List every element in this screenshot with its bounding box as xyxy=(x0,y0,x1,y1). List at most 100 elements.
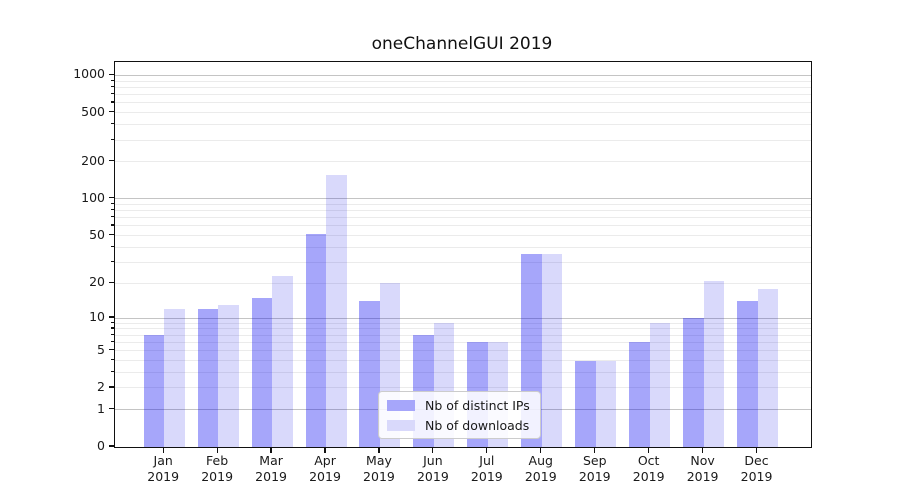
x-tick-label-line: Jan xyxy=(153,453,173,468)
x-tick-label: Jan 2019 xyxy=(123,453,203,485)
bar-downloads xyxy=(326,175,347,447)
gridline-major xyxy=(115,198,811,200)
chart-title: oneChannelGUI 2019 xyxy=(371,34,553,54)
gridline-minor xyxy=(115,261,811,263)
x-tick-label-line: Nov xyxy=(690,453,715,468)
gridline-minor xyxy=(115,139,811,141)
legend-label-downloads: Nb of downloads xyxy=(425,417,530,433)
x-tick-label-line: Dec xyxy=(744,453,769,468)
y-minor-tick-mark xyxy=(111,209,114,211)
bar-distinct-ips xyxy=(737,301,758,447)
x-tick-label: Jul 2019 xyxy=(447,453,527,485)
y-minor-tick-mark xyxy=(111,123,114,125)
gridline-minor xyxy=(115,161,811,163)
x-tick-label: Mar 2019 xyxy=(231,453,311,485)
bar-downloads xyxy=(272,276,293,447)
gridline-minor xyxy=(115,371,811,373)
y-tick-label: 500 xyxy=(81,103,105,119)
y-tick-label: 200 xyxy=(81,152,105,168)
legend-swatch-downloads xyxy=(387,419,415,431)
x-tick-label: Jun 2019 xyxy=(393,453,473,485)
x-tick-label-line: 2019 xyxy=(363,469,395,484)
y-tick-label: 20 xyxy=(89,274,105,290)
x-tick-label-line: Aug xyxy=(528,453,553,468)
y-tick-mark xyxy=(109,281,114,283)
x-tick-label: Feb 2019 xyxy=(177,453,257,485)
y-tick-label: 50 xyxy=(89,226,105,242)
x-tick-mark xyxy=(162,447,164,453)
y-tick-mark xyxy=(109,73,114,76)
bar-downloads xyxy=(757,288,779,447)
gridline-minor xyxy=(115,217,811,219)
y-minor-tick-mark xyxy=(111,85,114,88)
x-tick-mark xyxy=(216,447,218,453)
y-minor-tick-mark xyxy=(111,327,114,329)
bar-downloads xyxy=(218,305,239,447)
gridline-minor xyxy=(115,203,811,205)
legend-item-downloads: Nb of downloads xyxy=(387,417,530,433)
x-tick-label-line: 2019 xyxy=(201,469,234,484)
x-tick-label-line: Apr xyxy=(314,453,336,468)
x-tick-label: May 2019 xyxy=(339,453,419,485)
gridline-minor xyxy=(115,334,811,336)
x-tick-label: Sep 2019 xyxy=(555,453,635,485)
gridline-minor xyxy=(115,94,811,96)
gridline-minor xyxy=(115,86,811,88)
y-minor-tick-mark xyxy=(111,79,114,81)
y-tick-label: 1000 xyxy=(73,66,105,82)
y-minor-tick-mark xyxy=(111,216,114,218)
y-tick-label: 100 xyxy=(81,189,105,205)
y-tick-mark xyxy=(109,349,114,351)
bar-distinct-ips xyxy=(143,335,165,447)
y-minor-tick-mark xyxy=(111,260,114,263)
y-tick-label: 10 xyxy=(89,309,105,325)
gridline-minor xyxy=(115,350,811,352)
x-tick-label-line: 2019 xyxy=(416,469,449,484)
y-minor-tick-mark xyxy=(111,245,114,247)
x-tick-mark xyxy=(540,447,542,453)
x-tick-mark xyxy=(432,447,434,453)
gridline-minor xyxy=(115,328,811,330)
x-tick-label-line: Jun xyxy=(423,453,443,468)
gridline-minor xyxy=(115,80,811,82)
bar-distinct-ips xyxy=(683,318,704,447)
bar-downloads xyxy=(164,309,185,447)
x-tick-label: Dec 2019 xyxy=(717,453,797,485)
x-tick-label-line: 2019 xyxy=(632,469,665,484)
x-tick-label-line: Oct xyxy=(637,453,660,468)
x-tick-label-line: Mar xyxy=(259,453,283,468)
legend: Nb of distinct IPs Nb of downloads xyxy=(378,391,541,439)
legend-item-distinct-ips: Nb of distinct IPs xyxy=(387,397,530,413)
bar-downloads xyxy=(595,360,617,447)
y-minor-tick-mark xyxy=(111,101,114,103)
bar-distinct-ips xyxy=(359,301,380,447)
y-tick-mark xyxy=(109,316,114,318)
y-tick-mark xyxy=(109,233,114,236)
y-tick-label: 0 xyxy=(97,438,105,453)
legend-swatch-distinct-ips xyxy=(387,399,415,411)
x-tick-mark xyxy=(486,447,488,453)
x-tick-mark xyxy=(270,447,272,453)
x-tick-mark xyxy=(594,447,596,453)
gridline-minor xyxy=(115,359,811,361)
y-tick-mark xyxy=(109,408,114,410)
y-tick-mark xyxy=(109,160,114,162)
x-tick-mark xyxy=(702,447,704,453)
y-minor-tick-mark xyxy=(111,224,114,226)
gridline-minor xyxy=(115,225,811,227)
x-tick-label-line: Jul xyxy=(479,453,495,468)
gridline-minor xyxy=(115,322,811,324)
y-tick-mark xyxy=(109,111,114,113)
x-tick-mark xyxy=(378,447,380,453)
x-tick-label-line: May xyxy=(366,453,392,468)
bar-distinct-ips xyxy=(305,233,327,447)
y-minor-tick-mark xyxy=(111,370,114,373)
y-tick-label: 2 xyxy=(97,378,105,394)
x-tick-label-line: Feb xyxy=(206,453,229,468)
y-minor-tick-mark xyxy=(111,202,114,205)
x-tick-label: Aug 2019 xyxy=(501,453,581,485)
x-tick-label-line: 2019 xyxy=(147,469,180,484)
x-tick-label-line: 2019 xyxy=(524,469,557,484)
gridline-minor xyxy=(115,341,811,343)
y-tick-label: 5 xyxy=(97,341,105,357)
